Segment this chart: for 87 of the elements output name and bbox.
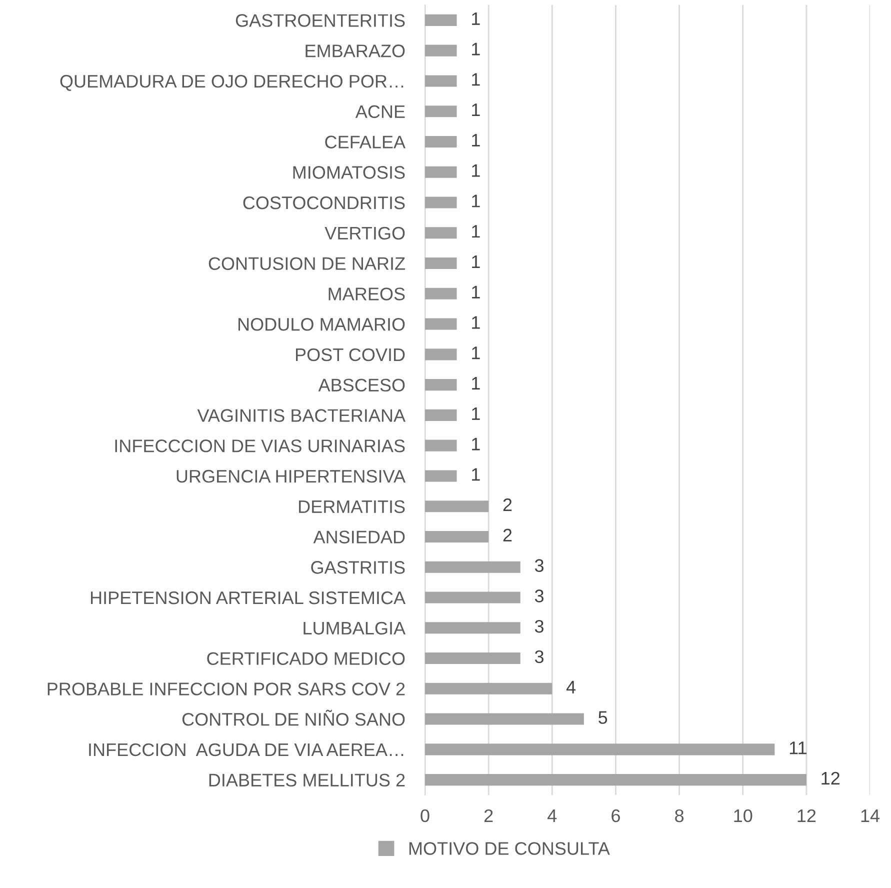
bar bbox=[425, 196, 457, 208]
bar bbox=[425, 500, 489, 512]
bar bbox=[425, 530, 489, 543]
bar bbox=[425, 774, 806, 786]
bar bbox=[425, 409, 457, 421]
data-label: 1 bbox=[472, 12, 480, 25]
bar bbox=[425, 257, 457, 270]
data-label: 2 bbox=[503, 528, 512, 542]
data-label: 1 bbox=[472, 407, 480, 420]
legend-label: MOTIVO DE CONSULTA bbox=[409, 842, 610, 855]
bar bbox=[425, 652, 520, 664]
y-tick-label: VAGINITIS BACTERIANA bbox=[197, 409, 406, 422]
bar bbox=[425, 440, 457, 452]
bar bbox=[425, 318, 457, 330]
y-tick-label: ACNE bbox=[355, 105, 405, 118]
data-label: 1 bbox=[472, 377, 480, 390]
bar bbox=[425, 14, 457, 26]
data-label: 1 bbox=[472, 73, 480, 86]
y-tick-label: DERMATITIS bbox=[299, 500, 405, 514]
bar bbox=[425, 744, 775, 756]
y-tick-label: DIABETES MELLITUS 2 bbox=[209, 774, 405, 787]
x-tick-label: 12 bbox=[798, 809, 816, 822]
x-tick-label: 8 bbox=[675, 809, 684, 822]
y-tick-label: CONTROL DE NIÑO SANO bbox=[182, 710, 405, 726]
data-label: 1 bbox=[472, 134, 480, 146]
y-tick-label: LUMBALGIA bbox=[304, 622, 406, 635]
data-label: 1 bbox=[472, 346, 480, 360]
x-tick-label: 14 bbox=[861, 810, 880, 822]
bar bbox=[425, 682, 552, 694]
data-label: 5 bbox=[598, 711, 608, 724]
y-tick-label: CONTUSION DE NARIZ bbox=[208, 257, 405, 270]
y-tick-label: ABSCESO bbox=[318, 378, 405, 392]
data-label: 1 bbox=[472, 316, 480, 329]
data-label: 1 bbox=[472, 286, 480, 298]
data-label: 3 bbox=[534, 620, 544, 633]
y-tick-label: MAREOS bbox=[328, 288, 405, 300]
y-tick-label: URGENCIA HIPERTENSIVA bbox=[176, 470, 406, 483]
x-tick-label: 0 bbox=[420, 809, 430, 822]
data-label: 1 bbox=[472, 164, 480, 177]
y-tick-label: HIPETENSION ARTERIAL SISTEMICA bbox=[90, 591, 406, 604]
data-label: 1 bbox=[472, 42, 480, 56]
x-tick-label: 4 bbox=[548, 810, 557, 822]
bar bbox=[425, 288, 457, 300]
bar bbox=[425, 75, 457, 87]
bar bbox=[425, 592, 520, 604]
bar bbox=[425, 44, 457, 56]
y-tick-label: NODULO MAMARIO bbox=[238, 318, 405, 331]
x-tick-label: 6 bbox=[612, 809, 620, 822]
bar bbox=[425, 166, 457, 178]
y-tick-label: INFECCION AGUDA DE VIA AEREA… bbox=[89, 743, 404, 756]
x-tick-label: 10 bbox=[734, 809, 752, 822]
data-label: 3 bbox=[534, 559, 544, 572]
data-label: 2 bbox=[503, 498, 512, 512]
y-tick-label: POST COVID bbox=[296, 348, 405, 362]
bar bbox=[425, 379, 457, 391]
y-tick-label: VERTIGO bbox=[324, 226, 405, 240]
data-label: 1 bbox=[472, 438, 480, 450]
bar bbox=[425, 106, 457, 118]
y-tick-label: COSTOCONDRITIS bbox=[243, 196, 405, 210]
y-tick-label: EMBARAZO bbox=[306, 44, 405, 58]
y-tick-label: QUEMADURA DE OJO DERECHO POR… bbox=[60, 74, 404, 91]
bar bbox=[425, 713, 584, 725]
data-label: 4 bbox=[566, 680, 576, 694]
data-label: 1 bbox=[472, 104, 480, 116]
y-tick-label: CERTIFICADO MEDICO bbox=[207, 652, 405, 665]
y-tick-label: MIOMATOSIS bbox=[293, 166, 405, 179]
bar bbox=[425, 561, 520, 573]
data-label: 1 bbox=[472, 225, 480, 238]
y-tick-label: INFECCCION DE VIAS URINARIAS bbox=[115, 440, 405, 452]
y-tick-label: CEFALEA bbox=[325, 136, 406, 148]
y-tick-label: PROBABLE INFECCION POR SARS COV 2 bbox=[48, 682, 405, 696]
data-label: 12 bbox=[822, 772, 840, 784]
x-tick-label: 2 bbox=[484, 809, 493, 822]
data-label: 3 bbox=[534, 650, 544, 664]
data-label: 1 bbox=[472, 468, 480, 481]
bar bbox=[425, 227, 457, 239]
data-label: 11 bbox=[790, 742, 806, 754]
y-tick-label: GASTRITIS bbox=[311, 561, 405, 574]
bar bbox=[425, 622, 520, 634]
data-label: 3 bbox=[534, 590, 544, 602]
y-tick-label: GASTROENTERITIS bbox=[236, 14, 405, 27]
y-tick-label: ANSIEDAD bbox=[313, 530, 405, 544]
data-label: 1 bbox=[472, 256, 480, 268]
bar bbox=[425, 136, 457, 148]
bar bbox=[425, 470, 457, 482]
data-label: 1 bbox=[472, 194, 480, 208]
bar bbox=[425, 348, 457, 360]
